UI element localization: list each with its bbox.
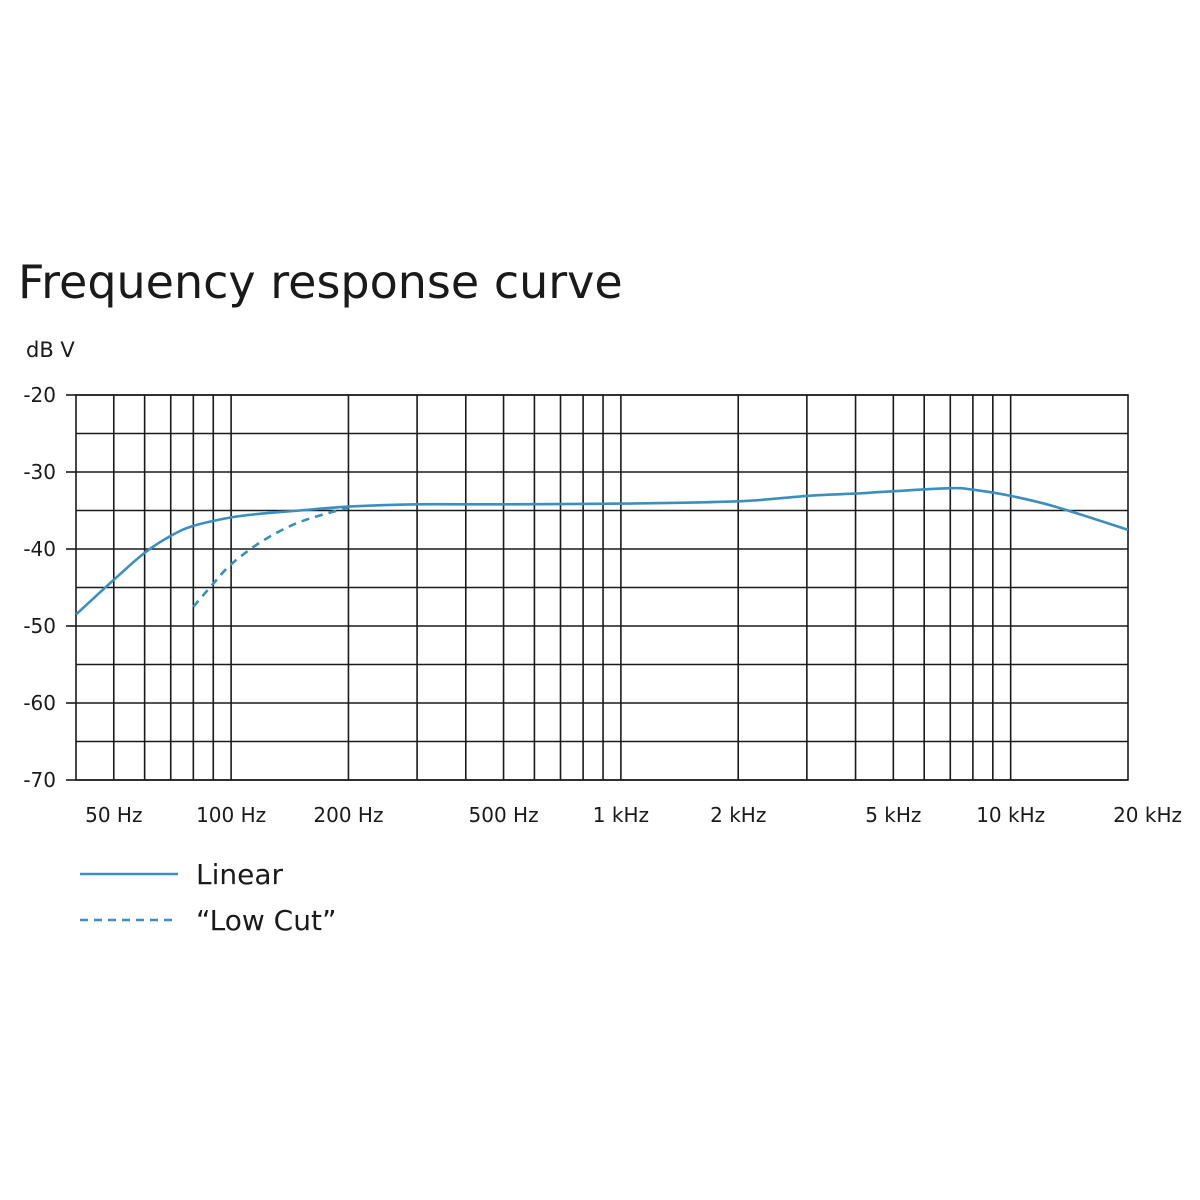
y-axis-unit-label: dB V	[26, 338, 75, 362]
y-tick-label: -60	[23, 691, 56, 715]
series-lines	[75, 486, 1129, 616]
legend-label: “Low Cut”	[196, 904, 336, 937]
x-tick-label: 10 kHz	[976, 803, 1045, 827]
legend-label: Linear	[196, 858, 284, 891]
x-axis-ticks: 50 Hz 100 Hz 200 Hz 500 Hz 1 kHz 2 kHz 5 kHz 10…	[85, 803, 1182, 827]
x-tick-label: 100 Hz	[196, 803, 266, 827]
x-tick-label: 20 kHz	[1113, 803, 1182, 827]
x-tick-label: 2 kHz	[710, 803, 766, 827]
x-tick-label: 200 Hz	[313, 803, 383, 827]
y-tick-label: -70	[23, 768, 56, 792]
y-axis-ticks: -20 -30 -40 -50 -60 -70	[23, 383, 76, 792]
x-tick-label: 5 kHz	[865, 803, 921, 827]
plot-frame	[75, 394, 1129, 781]
y-tick-label: -40	[23, 537, 56, 561]
x-tick-label: 1 kHz	[593, 803, 649, 827]
x-tick-label: 500 Hz	[469, 803, 539, 827]
grid	[76, 394, 1128, 781]
y-tick-label: -50	[23, 614, 56, 638]
low-cut-series-line	[192, 506, 349, 608]
legend: Linear “Low Cut”	[80, 858, 336, 937]
chart-title: Frequency response curve	[18, 255, 623, 309]
y-tick-label: -30	[23, 460, 56, 484]
y-tick-label: -20	[23, 383, 56, 407]
linear-series-line	[75, 486, 1129, 616]
x-tick-label: 50 Hz	[85, 803, 142, 827]
